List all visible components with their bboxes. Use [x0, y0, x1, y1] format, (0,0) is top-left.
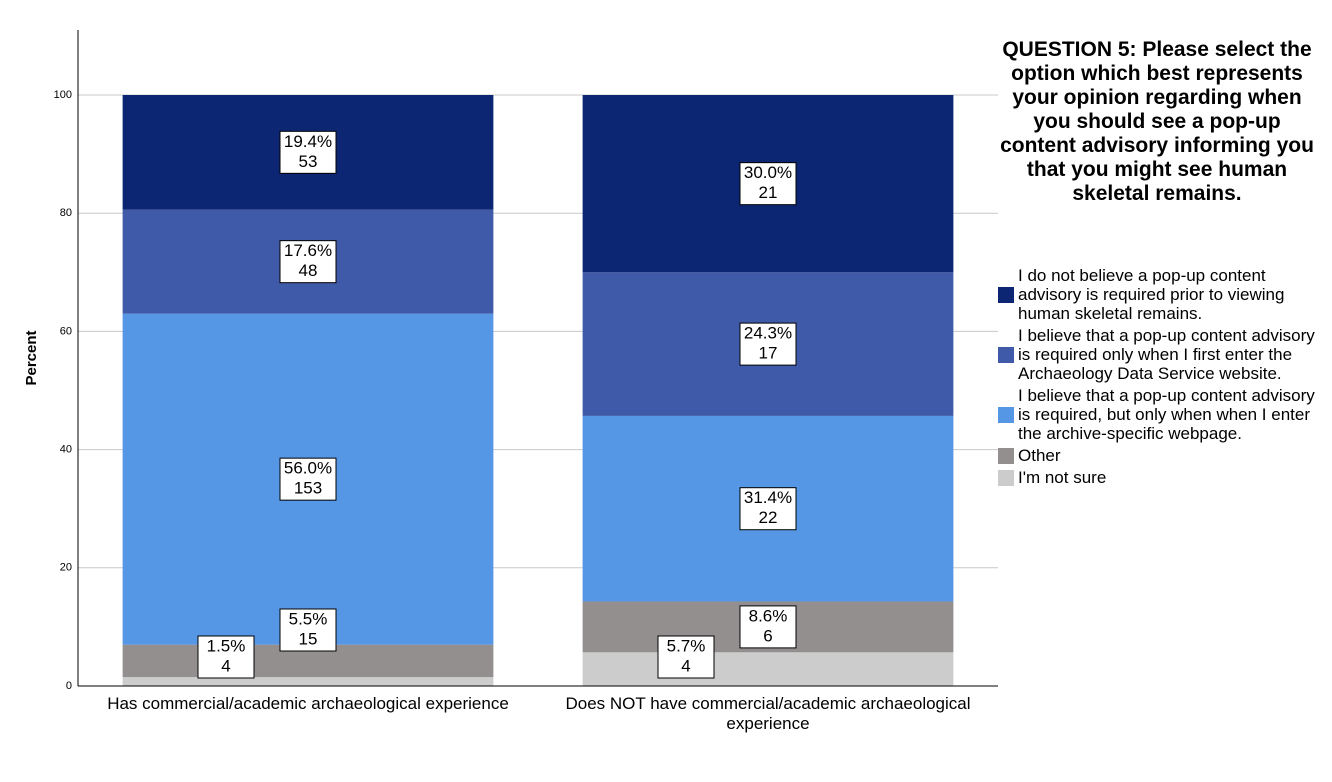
- data-label-box: [279, 608, 337, 652]
- data-label: 24.3%17: [739, 322, 797, 366]
- y-tick-label: 40: [60, 444, 72, 456]
- data-label-box: [739, 487, 797, 531]
- data-label: 19.4%53: [279, 130, 337, 174]
- data-label-box: [279, 457, 337, 501]
- legend-item: Other: [998, 446, 1328, 465]
- data-label-percent: 30.0%: [744, 163, 792, 182]
- bar-segment: [582, 652, 954, 686]
- data-label: 31.4%22: [739, 487, 797, 531]
- legend-item: I believe that a pop-up content advisory…: [998, 326, 1328, 383]
- data-label-count: 22: [759, 508, 778, 527]
- legend-label: I do not believe a pop-up content adviso…: [1018, 266, 1285, 323]
- data-label-box: [739, 605, 797, 649]
- data-label: 1.5%4: [197, 635, 255, 679]
- legend-item: I do not believe a pop-up content adviso…: [998, 266, 1328, 323]
- data-label-count: 48: [299, 261, 318, 280]
- legend-swatch: [998, 406, 1014, 423]
- data-label-box: [197, 635, 255, 679]
- bar-segment: [122, 677, 494, 686]
- y-tick-label: 20: [60, 562, 72, 574]
- data-label-count: 4: [681, 656, 690, 675]
- data-label-count: 6: [763, 626, 772, 645]
- data-label-percent: 19.4%: [284, 132, 332, 151]
- data-label-percent: 5.7%: [667, 636, 706, 655]
- x-tick-label: Does NOT have commercial/academic archae…: [565, 694, 971, 733]
- legend-label: I believe that a pop-up content advisory…: [1018, 326, 1315, 383]
- data-label-box: [279, 130, 337, 174]
- data-label-percent: 56.0%: [284, 459, 332, 478]
- data-label-count: 153: [294, 479, 322, 498]
- data-label-percent: 1.5%: [207, 636, 246, 655]
- legend-swatch: [998, 346, 1014, 363]
- data-label-count: 17: [759, 344, 778, 363]
- y-tick-label: 0: [66, 680, 72, 692]
- data-label: 5.7%4: [657, 635, 715, 679]
- data-label: 56.0%153: [279, 457, 337, 501]
- data-label-count: 15: [299, 629, 318, 648]
- data-label-percent: 17.6%: [284, 241, 332, 260]
- legend-swatch: [998, 447, 1014, 464]
- data-label-count: 21: [759, 183, 778, 202]
- legend-item: I believe that a pop-up content advisory…: [998, 386, 1328, 443]
- data-label: 17.6%48: [279, 240, 337, 284]
- data-label-box: [279, 240, 337, 284]
- data-label-box: [739, 162, 797, 206]
- data-label-percent: 8.6%: [749, 606, 788, 625]
- legend-swatch: [998, 469, 1014, 486]
- data-label-percent: 24.3%: [744, 324, 792, 343]
- data-label: 30.0%21: [739, 162, 797, 206]
- legend-swatch: [998, 286, 1014, 303]
- y-tick-label: 60: [60, 325, 72, 337]
- y-tick-label: 100: [54, 89, 72, 101]
- data-label-percent: 31.4%: [744, 488, 792, 507]
- legend-label: Other: [1018, 446, 1061, 465]
- data-label-count: 53: [299, 152, 318, 171]
- data-label-box: [739, 322, 797, 366]
- data-label-box: [657, 635, 715, 679]
- legend-title: QUESTION 5: Please select the option whi…: [1000, 38, 1314, 205]
- data-label-count: 4: [221, 656, 230, 675]
- y-tick-label: 80: [60, 207, 72, 219]
- y-axis-label: Percent: [23, 330, 40, 385]
- data-label: 8.6%6: [739, 605, 797, 649]
- x-tick-label: Has commercial/academic archaeological e…: [107, 694, 509, 713]
- legend-label: I'm not sure: [1018, 468, 1107, 487]
- legend-item: I'm not sure: [998, 468, 1328, 487]
- legend-label: I believe that a pop-up content advisory…: [1018, 386, 1315, 443]
- data-label: 5.5%15: [279, 608, 337, 652]
- data-label-percent: 5.5%: [289, 609, 328, 628]
